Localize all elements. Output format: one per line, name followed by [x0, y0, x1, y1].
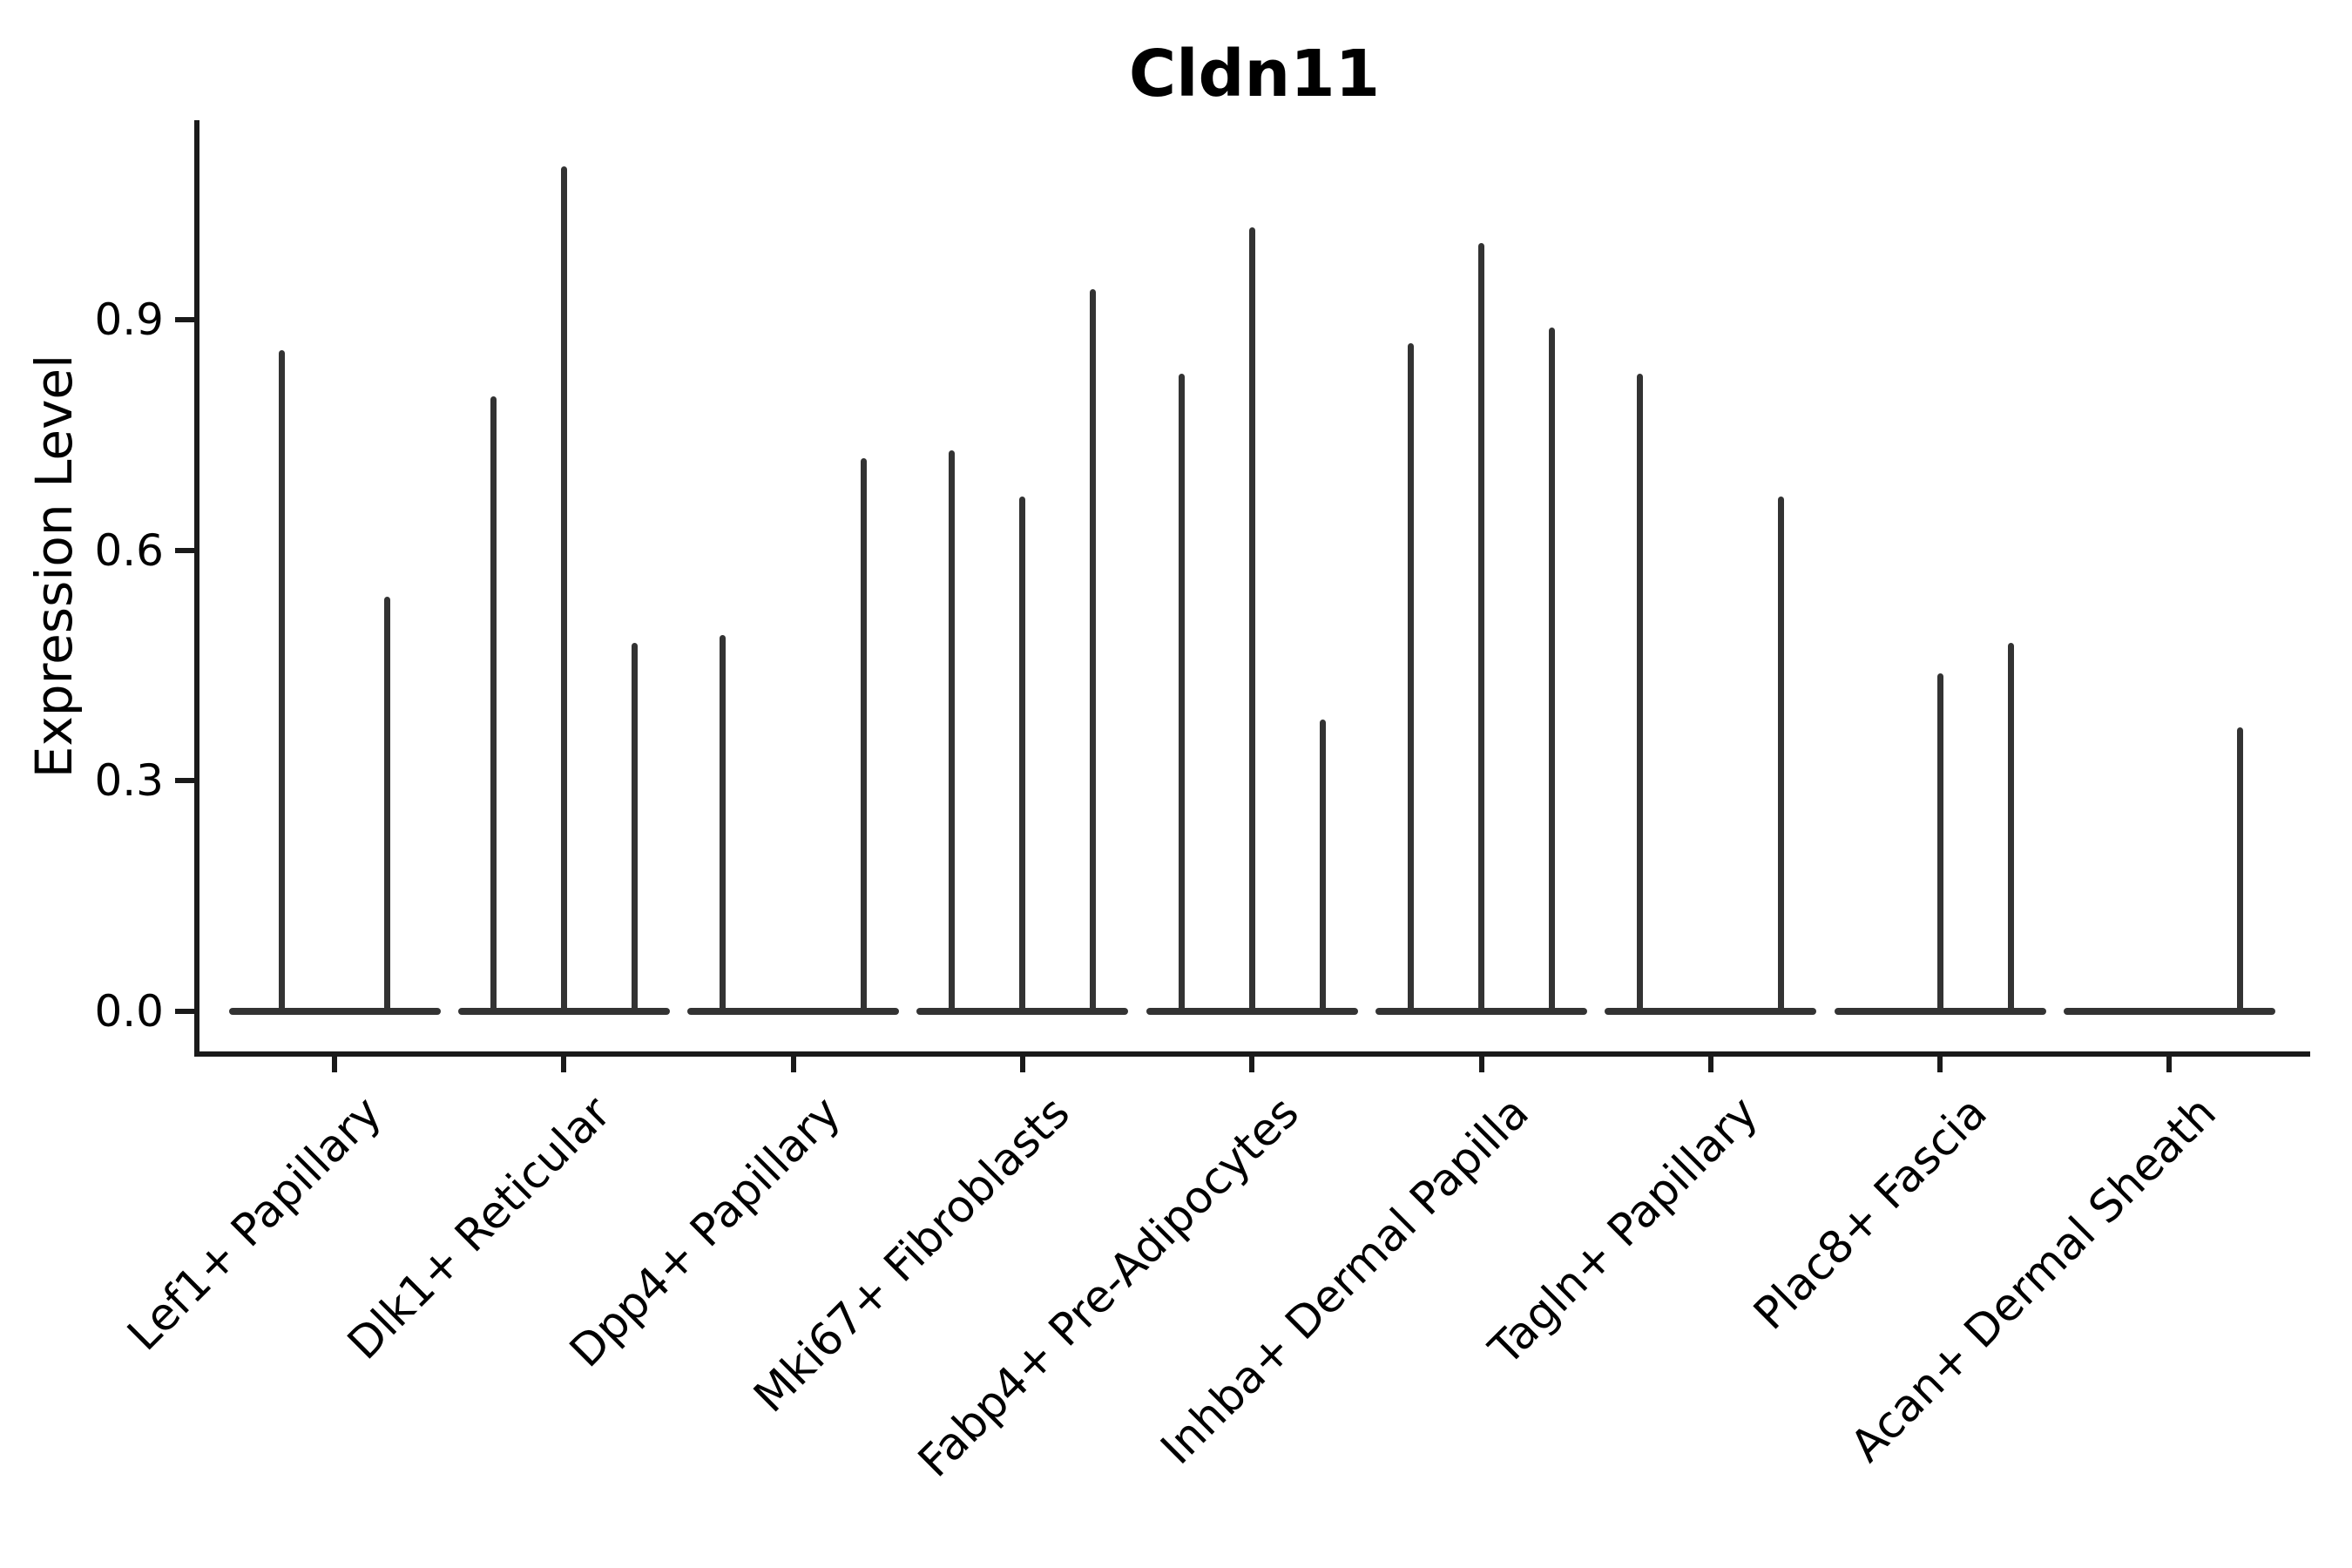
violin-spike-mki67-fibroblasts-2 — [1019, 497, 1026, 1011]
x-tick-mark — [2166, 1057, 2173, 1072]
x-tick-mark — [1478, 1057, 1484, 1072]
y-tick-label: 0.3 — [94, 755, 164, 807]
violin-spike-plac8-fascia-3 — [2007, 642, 2014, 1011]
violin-spike-fabp4-pre-adipocytes-2 — [1248, 227, 1255, 1011]
violin-spike-inhba-dermal-papilla-1 — [1408, 342, 1414, 1011]
plot-title: Cldn11 — [1128, 37, 1381, 112]
violin-spike-dpp4-papillary-3 — [861, 457, 868, 1011]
violin-base-plac8-fascia — [1834, 1008, 2046, 1015]
violin-spike-dpp4-papillary-1 — [720, 634, 727, 1011]
y-tick-mark — [175, 778, 194, 784]
x-tick-mark — [561, 1057, 567, 1072]
violin-spike-dlk1-reticular-3 — [631, 642, 638, 1011]
violin-base-dpp4-papillary — [687, 1008, 900, 1015]
violin-spike-acan-dermal-sheath-3 — [2236, 727, 2243, 1011]
violin-spike-tagln-papillary-3 — [1778, 497, 1785, 1011]
x-tick-mark — [1019, 1057, 1025, 1072]
y-tick-label: 0.0 — [94, 986, 164, 1037]
violin-spike-mki67-fibroblasts-1 — [949, 450, 956, 1011]
violin-base-mki67-fibroblasts — [916, 1008, 1129, 1015]
violin-spike-mki67-fibroblasts-3 — [1090, 288, 1097, 1011]
violin-spike-fabp4-pre-adipocytes-1 — [1178, 373, 1185, 1011]
violin-base-acan-dermal-sheath — [2063, 1008, 2275, 1015]
violin-spike-fabp4-pre-adipocytes-3 — [1319, 719, 1326, 1011]
x-axis-spine — [194, 1051, 2310, 1057]
violin-spike-inhba-dermal-papilla-3 — [1549, 328, 1555, 1011]
violin-spike-inhba-dermal-papilla-2 — [1478, 243, 1484, 1011]
x-tick-mark — [790, 1057, 796, 1072]
y-tick-mark — [175, 547, 194, 553]
violin-base-dlk1-reticular — [457, 1008, 670, 1015]
violin-base-lef1-papillary — [228, 1008, 441, 1015]
violin-spike-dlk1-reticular-2 — [560, 166, 567, 1011]
violin-spike-plac8-fascia-2 — [1936, 672, 1943, 1011]
violin-spike-lef1-papillary-1 — [278, 350, 285, 1011]
violin-base-tagln-papillary — [1605, 1008, 1817, 1015]
x-category-label-text: Plac8+ Fascia — [1744, 1087, 1997, 1341]
violin-base-fabp4-pre-adipocytes — [1146, 1008, 1358, 1015]
x-category-label-text: Fabp4+ Pre-Adipocytes — [909, 1087, 1309, 1488]
y-axis-spine — [194, 120, 199, 1057]
violin-base-inhba-dermal-papilla — [1375, 1008, 1587, 1015]
y-tick-mark — [175, 317, 194, 323]
y-tick-mark — [175, 1009, 194, 1014]
x-tick-mark — [1937, 1057, 1943, 1072]
y-tick-label: 0.6 — [94, 524, 164, 576]
y-tick-label: 0.9 — [94, 294, 164, 346]
x-category-label-text: Inhba+ Dermal Papilla — [1151, 1087, 1539, 1475]
x-tick-mark — [1249, 1057, 1255, 1072]
violin-spike-dlk1-reticular-1 — [490, 396, 497, 1011]
x-tick-mark — [332, 1057, 337, 1072]
x-tick-mark — [1707, 1057, 1713, 1072]
x-category-label-text: Acan+ Dermal Sheath — [1842, 1087, 2227, 1473]
violin-spike-lef1-papillary-2 — [384, 596, 391, 1011]
violin-spike-tagln-papillary-1 — [1637, 373, 1644, 1011]
